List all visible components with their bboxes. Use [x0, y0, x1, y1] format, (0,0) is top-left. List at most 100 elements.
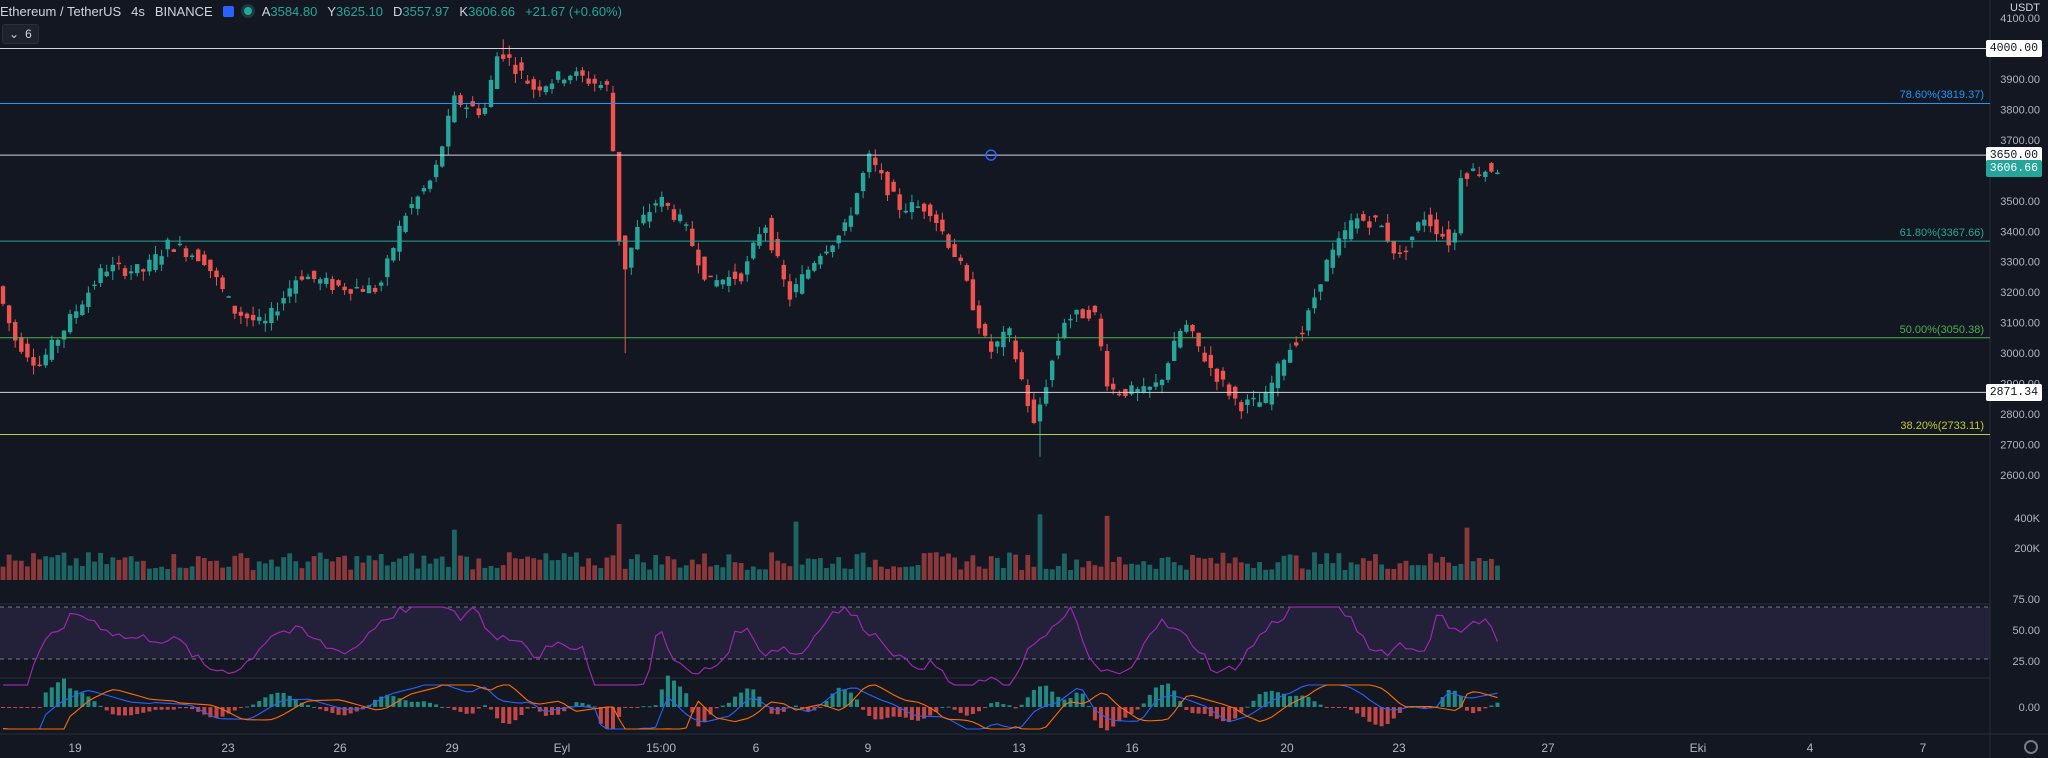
time-tick-label: 29: [445, 741, 459, 755]
candle-body: [1281, 359, 1287, 376]
macd-histogram-bar: [251, 704, 256, 707]
candle-body: [848, 215, 854, 227]
candle-body: [342, 286, 347, 291]
macd-histogram-bar: [922, 707, 927, 719]
macd-histogram-bar: [909, 707, 914, 720]
volume-bar: [635, 554, 640, 580]
volume-bar: [1245, 563, 1250, 580]
horizontal-line-price-tag[interactable]: 4000.00: [1985, 40, 2042, 58]
volume-bar: [958, 569, 964, 580]
volume-bar: [372, 560, 378, 580]
macd-histogram-bar: [1227, 707, 1232, 723]
volume-bar: [275, 566, 280, 580]
interval[interactable]: 4s: [131, 3, 145, 19]
macd-histogram-bar: [123, 707, 127, 716]
volume-bar: [37, 559, 42, 580]
candle-body: [860, 172, 866, 192]
candle-body: [372, 287, 378, 292]
candle-body: [1159, 379, 1165, 386]
macd-histogram-bar: [1062, 699, 1067, 707]
volume-bar: [1098, 566, 1104, 580]
volume-bar: [1001, 568, 1006, 580]
volume-bar: [1220, 552, 1226, 580]
candle-body: [1001, 331, 1006, 348]
volume-bar: [360, 562, 366, 580]
candle-body: [1300, 332, 1305, 335]
currency-label[interactable]: USDT: [2010, 2, 2040, 14]
macd-histogram-bar: [964, 707, 969, 716]
macd-histogram-bar: [147, 707, 152, 712]
fib-level-label: 38.20%(2733.11): [1900, 420, 1984, 433]
volume-bar: [702, 553, 707, 580]
volume-bar: [183, 568, 189, 580]
horizontal-line-price-tag[interactable]: 2871.34: [1985, 384, 2042, 402]
macd-histogram-bar: [1477, 707, 1482, 712]
volume-bar: [976, 566, 982, 580]
macd-histogram-bar: [1245, 706, 1250, 708]
candle-body: [0, 286, 6, 304]
candle-body: [25, 343, 30, 358]
candle-body: [1409, 236, 1415, 240]
macd-histogram-bar: [531, 707, 536, 709]
horizontal-line-price-tag[interactable]: 3650.00: [1985, 147, 2042, 165]
macd-histogram-bar: [391, 696, 396, 707]
candle-body: [867, 153, 872, 173]
macd-histogram-bar: [1465, 707, 1469, 711]
macd-histogram-bar: [464, 707, 469, 714]
last-price-tag: 3606.66: [1985, 160, 2042, 178]
candle-body: [208, 259, 213, 272]
flag-icon[interactable]: [222, 5, 234, 17]
macd-histogram-bar: [897, 707, 902, 717]
volume-bar: [1196, 557, 1201, 580]
macd-histogram-bar: [287, 695, 292, 707]
volume-bar: [116, 559, 122, 580]
macd-histogram-bar: [1214, 707, 1219, 719]
volume-bar: [1409, 565, 1415, 580]
candle-body: [665, 203, 671, 206]
volume-bar: [1190, 554, 1195, 580]
volume-bar: [952, 557, 957, 580]
ohlc-open: A3584.80: [261, 3, 318, 19]
settings-gear-icon[interactable]: [2024, 740, 2038, 754]
macd-histogram-bar: [678, 686, 683, 707]
fib-level-label: 61.80%(3367.66): [1899, 227, 1984, 240]
candle-body: [1257, 402, 1262, 407]
candle-body: [1294, 342, 1299, 346]
exchange: BINANCE: [154, 3, 213, 19]
macd-histogram-bar: [1184, 707, 1189, 711]
volume-bar: [317, 552, 323, 580]
volume-bar: [1458, 564, 1464, 580]
volume-bar: [537, 559, 543, 580]
macd-histogram-bar: [1471, 707, 1476, 714]
candle-body: [354, 286, 359, 289]
candle-body: [915, 206, 921, 208]
macd-histogram-bar: [568, 706, 573, 708]
symbol-name[interactable]: Ethereum / TetherUS: [0, 3, 122, 19]
candle-body: [31, 357, 36, 366]
volume-bar: [92, 561, 97, 580]
volume-bar: [86, 552, 91, 580]
candle-body: [183, 248, 189, 258]
macd-histogram-bar: [1306, 696, 1311, 707]
macd-histogram-bar: [452, 707, 457, 711]
macd-histogram-bar: [1343, 707, 1347, 708]
volume-bar: [799, 564, 805, 580]
volume-bar: [1354, 564, 1360, 580]
macd-histogram-bar: [1025, 697, 1030, 707]
macd-histogram-bar: [299, 702, 304, 707]
candle-body: [1208, 354, 1213, 368]
candle-body: [1440, 233, 1445, 237]
indicator-toggle-button[interactable]: ⌄ 6: [2, 24, 39, 44]
macd-histogram-bar: [1013, 707, 1018, 709]
macd-histogram-bar: [141, 707, 146, 713]
macd-histogram-bar: [1336, 707, 1341, 708]
candle-body: [952, 244, 957, 258]
candle-body: [928, 204, 933, 217]
candle-body: [1385, 222, 1390, 242]
time-tick-label: 4: [1807, 741, 1814, 755]
volume-bar: [793, 521, 799, 580]
candle-body: [903, 210, 908, 213]
candle-body: [86, 292, 91, 307]
macd-histogram-bar: [1160, 685, 1164, 707]
